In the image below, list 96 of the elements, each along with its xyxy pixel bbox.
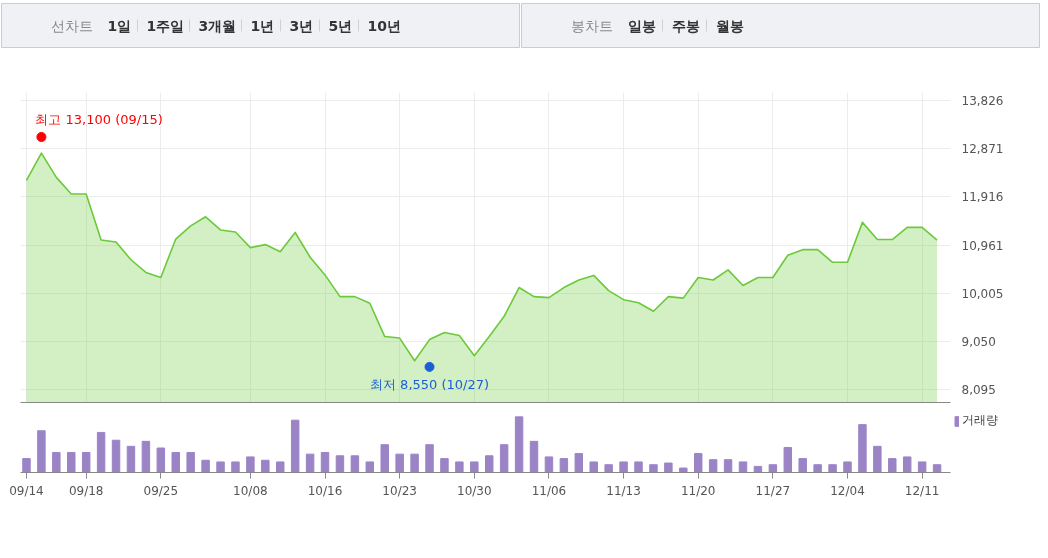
bar [514,416,524,473]
bar [81,451,91,473]
bar [305,453,315,473]
bar [485,455,494,473]
bar [67,451,76,473]
x-tick-label: 09/14 [9,483,44,498]
x-tick-label: 10/23 [382,483,417,498]
x-tick-label: 10/30 [457,483,492,498]
bar [858,424,867,473]
bar [843,461,852,473]
x-tick-label: 09/25 [143,483,179,498]
bar [708,459,718,473]
bar [246,456,255,473]
y-tick-label: 13,826 [961,93,1004,108]
bar [231,461,240,473]
text: 일봉 [627,17,656,34]
bar [529,440,539,473]
bar [111,439,121,473]
bar [37,430,46,473]
text: 월봉 [715,17,744,34]
bar [216,461,225,473]
bar [395,453,404,473]
y-tick-label: 12,871 [961,142,1004,157]
bar [888,458,897,473]
bar [425,444,434,473]
bar [544,456,554,473]
bar [350,455,360,473]
bar [932,464,942,473]
bar [574,453,584,473]
y-tick-label: 10,961 [961,238,1004,253]
bar [52,451,61,473]
x-tick-label: 11/06 [531,483,567,498]
text: 5년 [328,17,353,34]
bar [201,459,210,473]
bar [559,458,569,473]
y-tick-label: 8,095 [961,383,996,398]
bar [22,458,31,473]
bar [902,456,912,473]
x-tick-label: 09/18 [68,483,104,498]
bar [171,451,180,473]
bar [798,458,807,473]
x-tick-label: 11/27 [755,483,791,498]
bar [783,446,793,473]
bar [723,459,733,473]
text: 봉차트 [570,17,613,34]
bar [649,464,658,473]
bar [276,461,285,473]
text: 10년 [367,17,401,34]
bar [828,464,837,473]
x-tick-label: 12/04 [830,483,865,498]
bar [634,461,643,473]
annotation: 최저 8,550 (10/27) [369,376,490,392]
text: 선차트 [50,17,93,34]
bar [499,444,509,473]
bar [335,455,345,473]
text: 3개월 [198,17,237,34]
bar [365,461,375,473]
bar [470,461,479,473]
bar [813,464,822,473]
bar [96,431,106,473]
text: 3년 [289,17,314,34]
x-tick-label: 11/13 [606,483,641,498]
x-tick-label: 10/08 [233,483,268,498]
bar [619,461,628,473]
bar [679,467,688,473]
x-tick-label: 10/16 [307,483,343,498]
legend-label: 거래량 [962,412,998,429]
bar [290,419,300,473]
bar [873,445,882,473]
bar [589,461,598,473]
x-tick-label: 11/20 [680,483,716,498]
bar [440,458,449,473]
annotation: 최고 13,100 (09/15) [35,111,163,127]
bar [320,451,330,473]
bar [455,461,464,473]
text: 1주일 [146,17,185,34]
bar [186,451,195,473]
bar [664,462,673,473]
bar [410,453,419,473]
x-tick-label: 12/11 [904,483,940,498]
bar [141,440,151,473]
y-tick-label: 9,050 [961,335,996,350]
bar [768,464,778,473]
bar [380,444,389,473]
y-tick-label: 11,916 [961,190,1004,205]
text: 1년 [250,17,275,34]
bar [738,461,748,473]
y-tick-label: 10,005 [961,286,1004,301]
text: 1일 [107,17,132,34]
text: 주봉 [671,17,700,34]
bar [261,459,270,473]
bar [693,453,703,473]
bar [126,445,136,473]
bar [156,447,166,473]
bar [604,464,613,473]
bar [917,461,927,473]
